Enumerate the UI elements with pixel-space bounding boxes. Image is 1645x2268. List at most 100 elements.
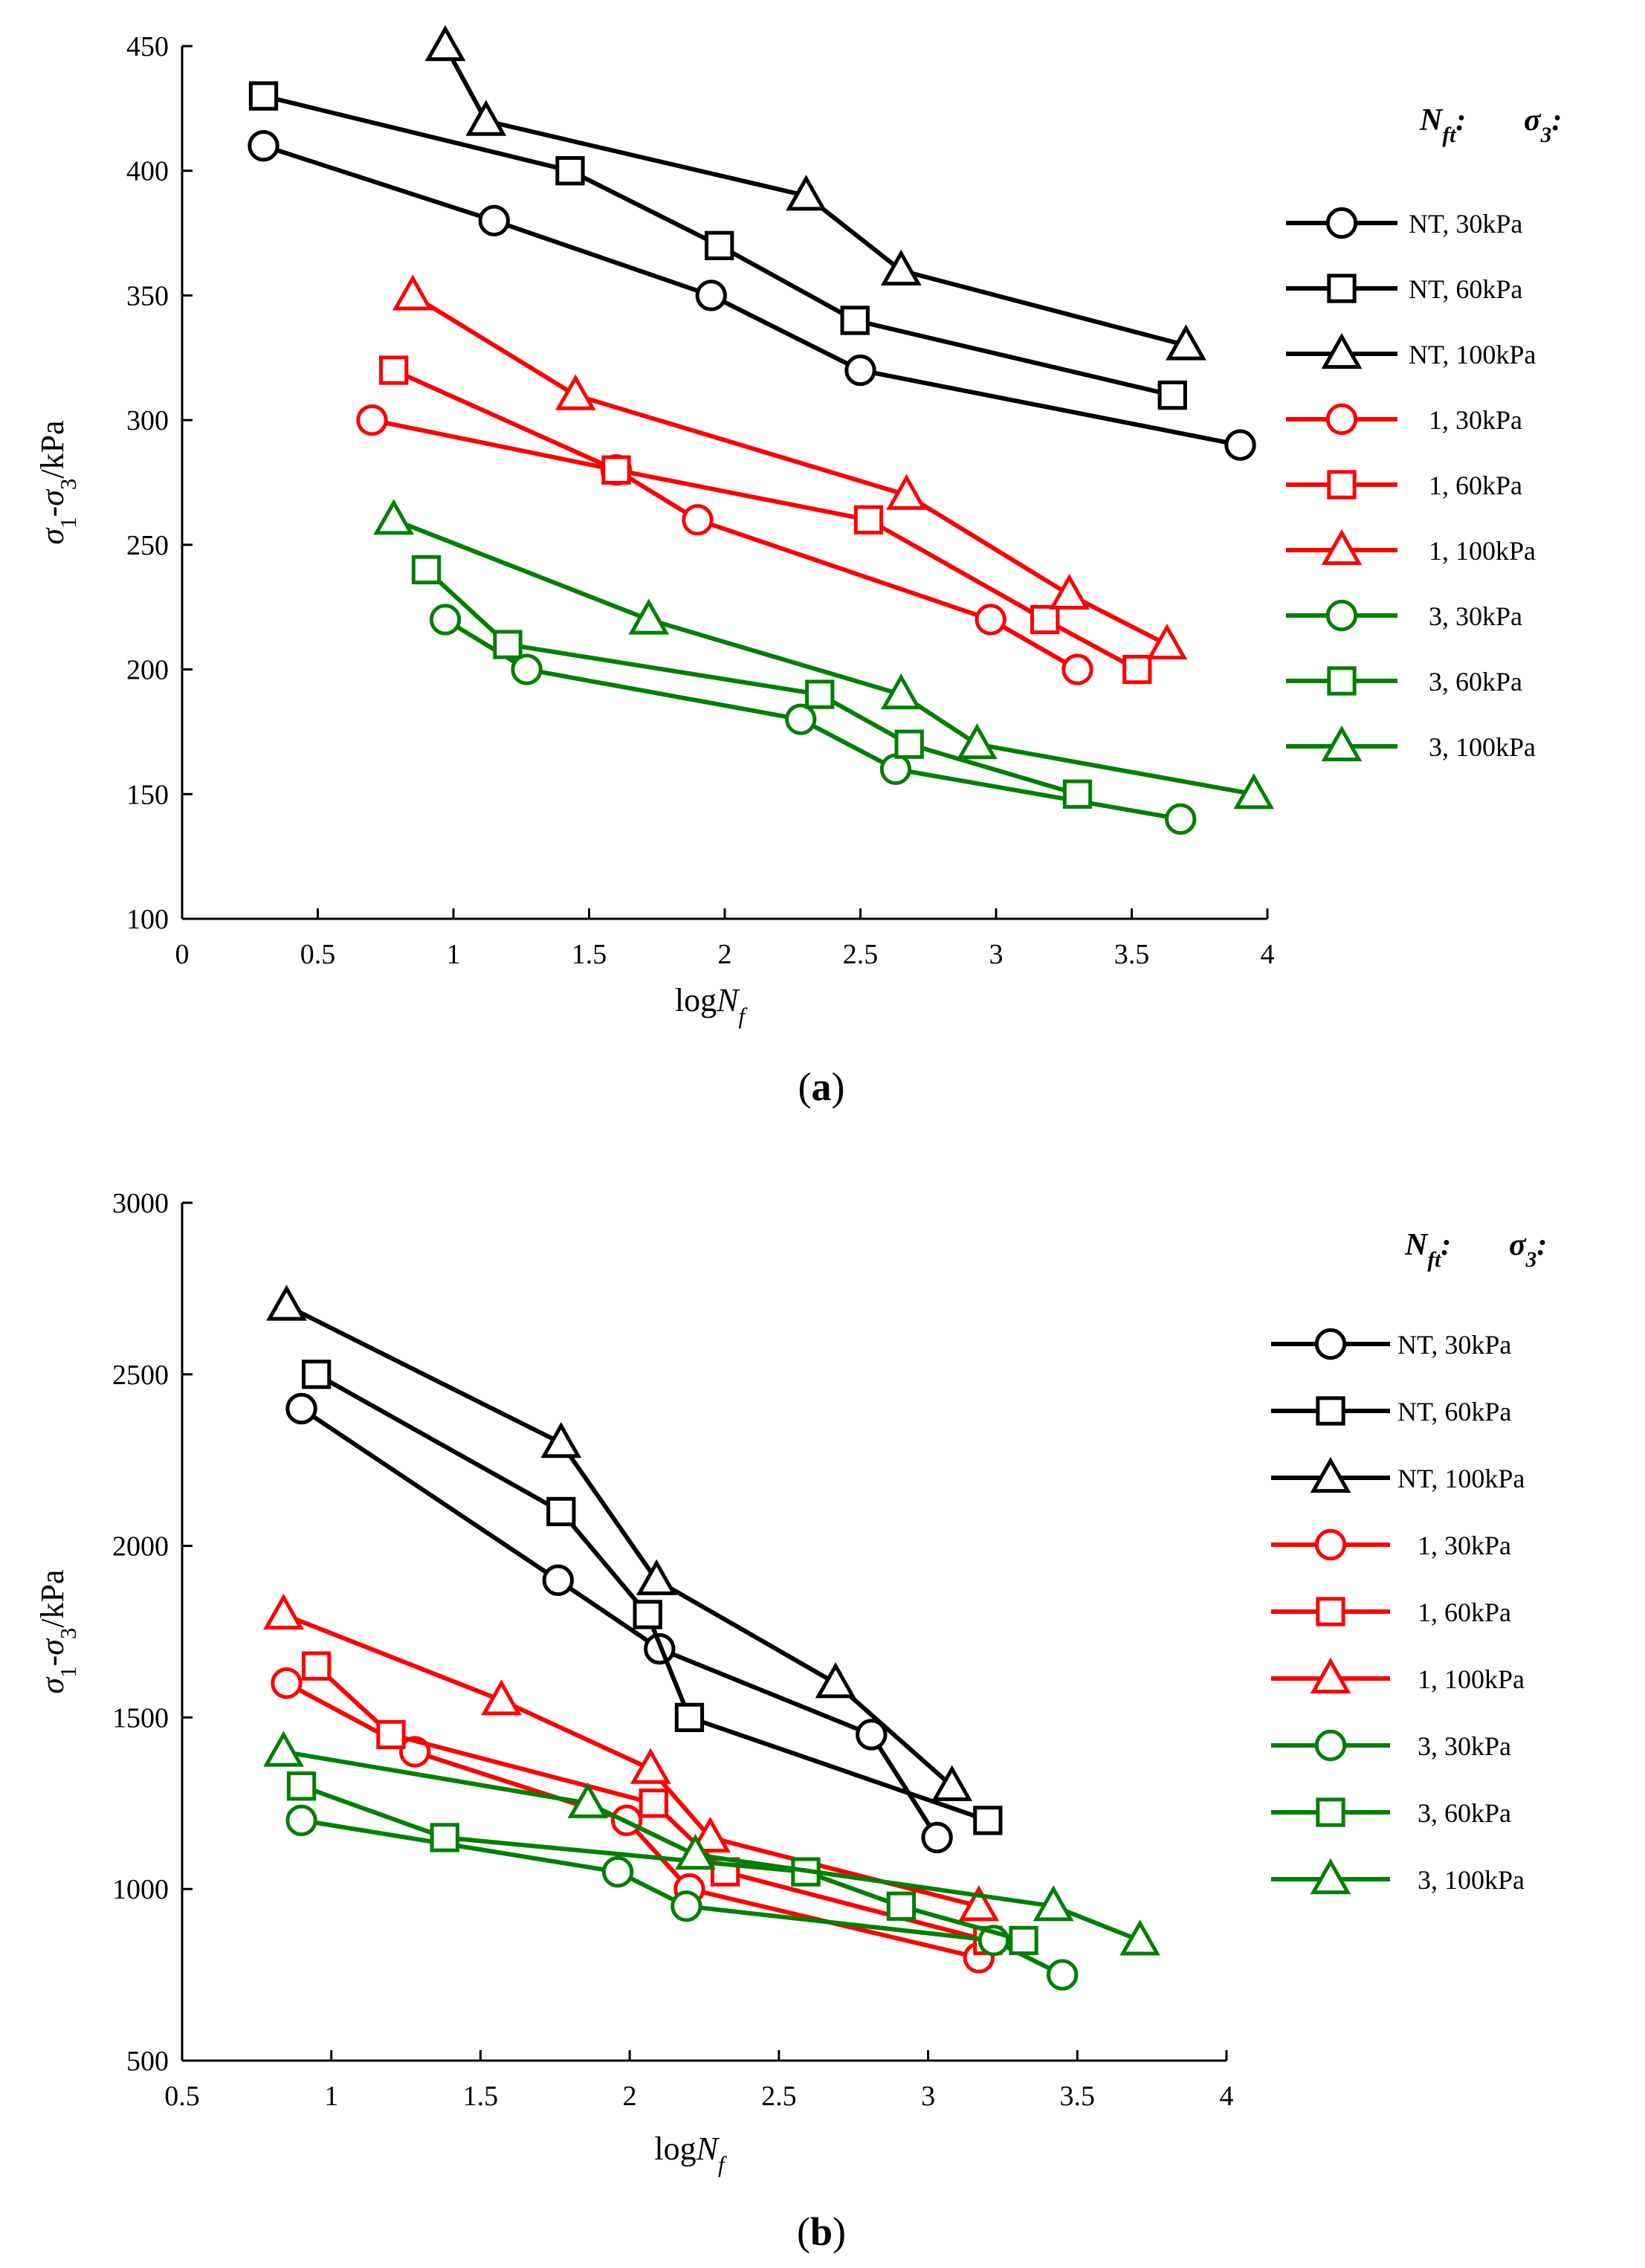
data-point-square [840, 306, 870, 335]
legend-entry: 1, 60kPa [1286, 470, 1522, 500]
data-point-square [805, 679, 835, 709]
x-tick-label: 4 [1261, 939, 1275, 970]
legend-entry: 3, 60kPa [1286, 666, 1522, 697]
data-point-square [248, 81, 279, 111]
x-tick-label: 3.5 [1060, 2081, 1096, 2112]
data-point-circle [429, 604, 462, 636]
data-point-circle [856, 1719, 888, 1751]
legend-entry: 1, 100kPa [1271, 1657, 1525, 1694]
data-point-square [546, 1496, 576, 1527]
data-point-circle [682, 504, 714, 536]
series-line [371, 418, 1079, 672]
data-point-square [853, 505, 884, 534]
data-point-square [639, 1789, 668, 1818]
legend-label: NT, 60kPa [1409, 274, 1522, 304]
legend-entry: NT, 60kPa [1271, 1396, 1511, 1427]
data-point-triangle [1032, 1885, 1074, 1922]
legend-label: 3, 60kPa [1397, 1798, 1511, 1828]
legend-marker-circle [1325, 207, 1358, 239]
data-point-square [430, 1823, 459, 1852]
series-3-100kPa [373, 499, 1275, 810]
y-tick-label: 200 [126, 655, 169, 686]
legend-entry: 3, 30kPa [1286, 599, 1522, 632]
legend-header-nft: Nft: [1404, 1228, 1451, 1272]
series-3-60kPa [411, 555, 1093, 809]
data-point-circle [511, 653, 543, 685]
y-tick-label: 450 [126, 31, 169, 62]
data-point-triangle [1119, 1919, 1160, 1956]
series-NT-100kPa [266, 1285, 973, 1801]
x-axis-label: logNf [675, 982, 749, 1029]
legend-label: 3, 30kPa [1409, 601, 1522, 631]
x-tick-label: 2 [623, 2081, 637, 2112]
data-point-triangle [263, 1731, 304, 1767]
data-point-circle [975, 604, 1006, 636]
series-1-100kPa [392, 274, 1188, 660]
data-point-triangle [636, 1559, 677, 1595]
data-point-triangle [1233, 773, 1275, 810]
data-point-square [286, 1771, 317, 1801]
series-NT-60kPa [301, 1360, 1003, 1835]
series-1-60kPa [379, 355, 1152, 685]
legend-marker-triangle [1310, 1657, 1351, 1694]
legend-marker-triangle [1321, 529, 1363, 566]
data-point-circle [478, 204, 510, 236]
data-point-circle [601, 1855, 634, 1888]
data-point-square [894, 729, 924, 759]
y-tick-label: 500 [126, 2046, 169, 2077]
data-point-triangle [628, 598, 670, 635]
x-tick-label: 2.5 [761, 2081, 797, 2112]
legend-marker-square [1327, 470, 1357, 500]
data-point-circle [356, 404, 388, 436]
legend-marker-triangle [1321, 725, 1363, 762]
legend-label: 1, 60kPa [1397, 1597, 1511, 1627]
data-point-triangle [481, 1679, 522, 1716]
y-tick-label: 100 [126, 904, 169, 935]
legend-label: NT, 30kPa [1397, 1330, 1511, 1360]
data-point-square [1009, 1925, 1038, 1956]
data-point-circle [1047, 1959, 1079, 1991]
y-tick-label: 1500 [112, 1702, 169, 1734]
x-tick-label: 2.5 [843, 939, 879, 970]
series-line [411, 293, 1169, 647]
legend-marker-square [1327, 666, 1357, 696]
x-axis-label: logNf [654, 2130, 728, 2177]
legend-label: 3, 60kPa [1409, 667, 1522, 697]
legend-label: NT, 100kPa [1409, 340, 1536, 369]
legend-entry: 3, 100kPa [1286, 725, 1536, 762]
data-point-square [886, 1891, 917, 1921]
data-point-triangle [465, 100, 507, 136]
data-point-triangle [540, 1421, 582, 1458]
data-point-square [1030, 604, 1060, 635]
legend-marker-square [1327, 274, 1357, 303]
y-axis-label: σ1-σ3/kPa [34, 1569, 81, 1693]
series-line [282, 1612, 980, 1909]
legend-label: 1, 30kPa [1409, 405, 1522, 435]
series-NT-100kPa [424, 25, 1206, 361]
x-tick-label: 4 [1220, 2081, 1234, 2112]
data-point-circle [271, 1667, 303, 1699]
data-point-square [301, 1360, 332, 1389]
subplot-label: (a) [798, 1064, 845, 1109]
x-tick-label: 1.5 [463, 2081, 499, 2112]
data-point-square [376, 1719, 406, 1750]
legend: Nft: σ3: NT, 30kPa NT, 60kPa NT, 100kPa 1, 3… [1271, 1228, 1547, 1895]
data-point-circle [1224, 429, 1256, 461]
series-1-30kPa [271, 1667, 995, 1974]
y-axis-label: σ1-σ3/kPa [34, 420, 81, 544]
data-point-triangle [567, 1782, 609, 1818]
chart-a: 100 150 200 250 300 350 400 450 0 0.5 1 1.5 2 2.5 3 3.5… [34, 25, 1562, 1109]
legend-entry: NT, 60kPa [1286, 274, 1522, 304]
y-tick-label: 2000 [112, 1531, 169, 1563]
legend-entry: 3, 100kPa [1271, 1858, 1525, 1895]
series-3-100kPa [263, 1731, 1160, 1956]
legend-label: 3, 30kPa [1397, 1731, 1511, 1761]
data-point-triangle [555, 374, 596, 410]
data-point-square [301, 1651, 332, 1681]
y-tick-label: 350 [126, 280, 169, 311]
legend-entry: NT, 30kPa [1286, 207, 1522, 239]
data-point-square [1122, 654, 1152, 685]
legend-marker-circle [1314, 1528, 1347, 1561]
data-point-square [674, 1702, 705, 1733]
